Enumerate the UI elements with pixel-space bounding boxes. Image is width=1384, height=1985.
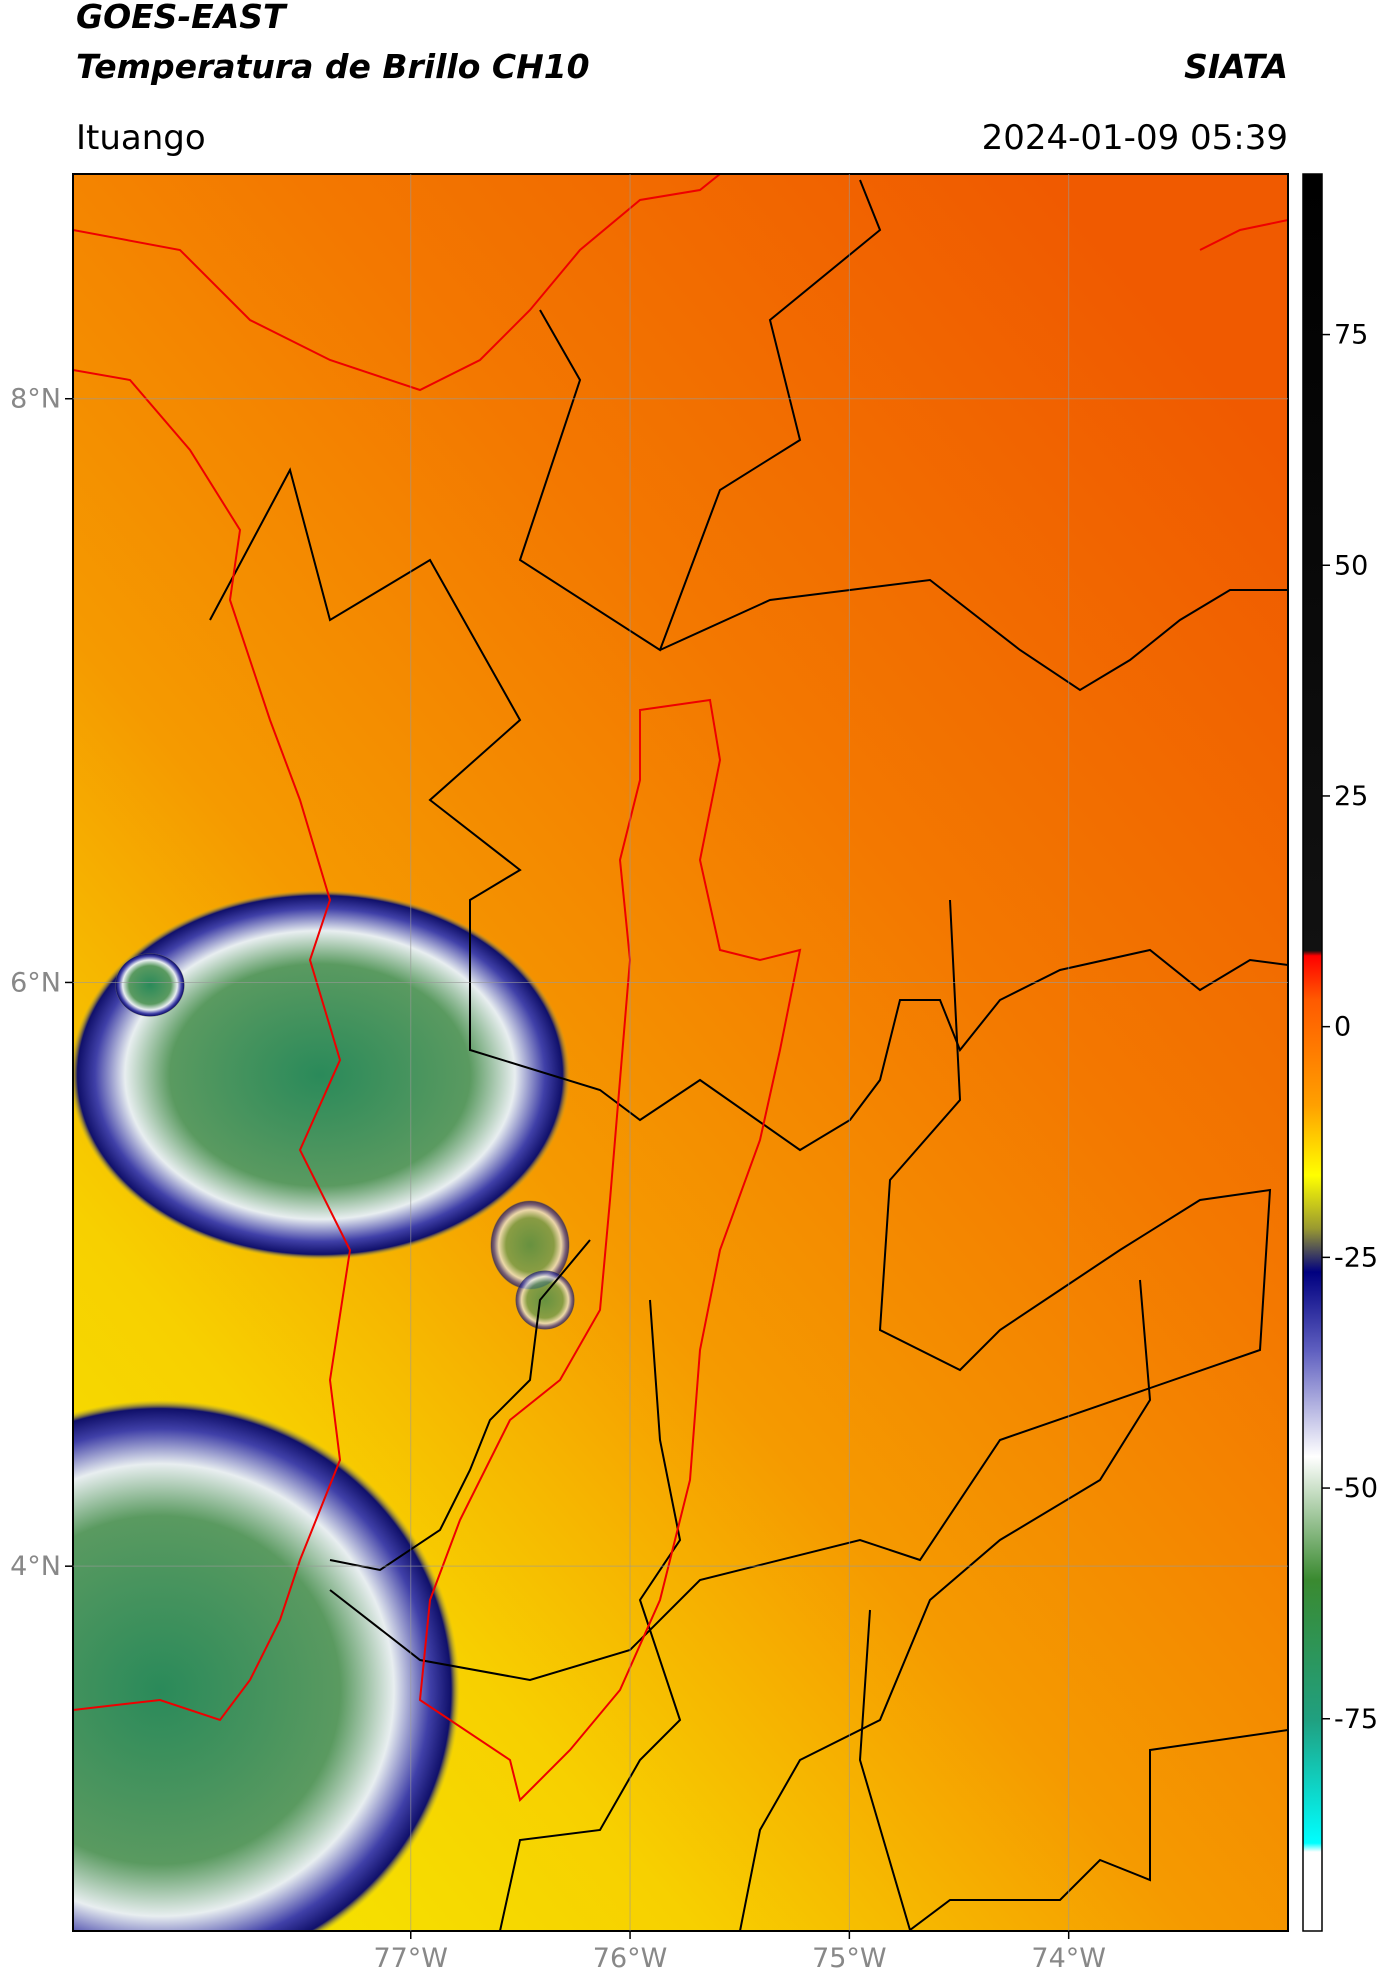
- x-tick-label: 74°W: [1031, 1943, 1106, 1974]
- source: SIATA: [1184, 47, 1288, 86]
- map: [73, 174, 1288, 1931]
- colorbar-tick-label: 0: [1334, 1012, 1351, 1043]
- y-tick-label: 4°N: [10, 1551, 61, 1582]
- cloud: [115, 953, 185, 1017]
- cloud: [515, 1270, 575, 1330]
- x-tick-label: 77°W: [373, 1943, 448, 1974]
- cloud: [73, 1400, 460, 1931]
- colorbar-tick-label: -75: [1334, 1704, 1378, 1735]
- colorbar-tick-label: -25: [1334, 1242, 1378, 1273]
- colorbar-tick-label: -50: [1334, 1473, 1378, 1504]
- cloud: [73, 890, 570, 1260]
- location: Ituango: [76, 118, 206, 158]
- colorbar-tick-label: 75: [1334, 320, 1368, 351]
- title: GOES-EAST: [76, 0, 288, 36]
- x-tick-label: 75°W: [812, 1943, 887, 1974]
- subtitle: Temperatura de Brillo CH10: [76, 47, 590, 86]
- cloud: [490, 1200, 570, 1290]
- colorbar: [1302, 173, 1323, 1932]
- map-frame: [72, 173, 1289, 1932]
- datetime: 2024-01-09 05:39: [982, 118, 1288, 158]
- y-tick-label: 6°N: [10, 967, 61, 998]
- colorbar-tick-label: 50: [1334, 550, 1368, 581]
- x-tick-label: 76°W: [593, 1943, 668, 1974]
- colorbar-tick-label: 25: [1334, 781, 1368, 812]
- regional-border: [73, 174, 1288, 1802]
- y-tick-label: 8°N: [10, 384, 61, 415]
